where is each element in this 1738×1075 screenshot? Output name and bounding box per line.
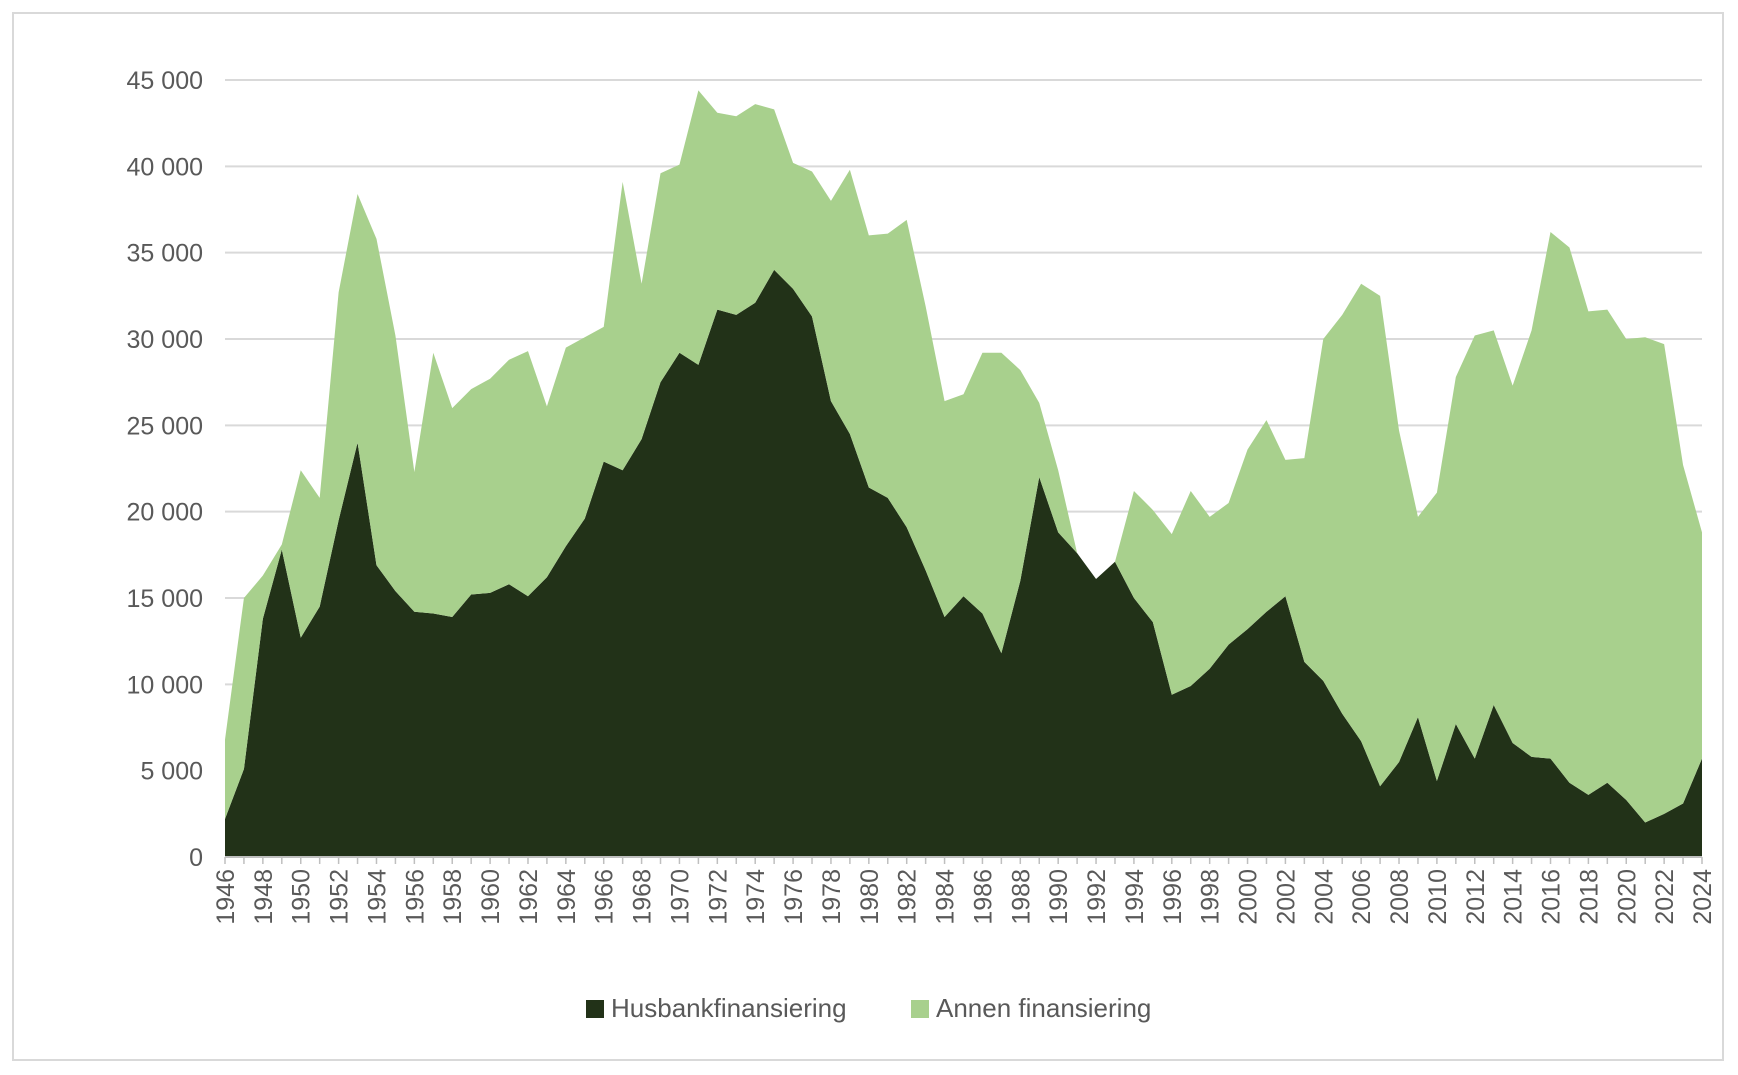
x-tick-label: 1950 <box>288 869 316 925</box>
x-tick-label: 1998 <box>1197 869 1225 925</box>
y-tick-label: 35 000 <box>127 240 203 268</box>
legend: Husbankfinansiering Annen finansiering <box>586 993 1151 1023</box>
y-tick-label: 25 000 <box>127 412 203 440</box>
x-tick-label: 1948 <box>250 869 278 925</box>
x-tick-label: 1962 <box>515 869 543 925</box>
area-husbankfinansiering <box>225 269 1702 857</box>
area-annen-finansiering <box>225 90 1702 823</box>
legend-swatch <box>586 1000 604 1018</box>
x-tick-label: 2012 <box>1462 869 1490 925</box>
x-tick-label: 1976 <box>780 869 808 925</box>
x-tick-label: 2008 <box>1386 869 1414 925</box>
x-tick-label: 2018 <box>1575 869 1603 925</box>
x-tick-label: 2004 <box>1310 869 1338 925</box>
y-tick-label: 0 <box>189 844 203 872</box>
y-tick-label: 5 000 <box>140 758 203 786</box>
x-tick-label: 1960 <box>477 869 505 925</box>
x-tick-label: 2020 <box>1613 869 1641 925</box>
x-tick-label: 1986 <box>969 869 997 925</box>
x-tick-label: 1980 <box>856 869 884 925</box>
x-tick-label: 1990 <box>1045 869 1073 925</box>
x-axis-ticks: 1946 1948 1950 1952 1954 1956 1958 1960 1962 1964… <box>212 857 1717 925</box>
legend-label: Husbankfinansiering <box>611 993 847 1023</box>
y-axis-ticks: 0 5 000 10 000 15 000 20 000 25 000 30 000 35 0… <box>127 67 203 872</box>
x-tick-label: 1966 <box>591 869 619 925</box>
x-tick-label: 1996 <box>1159 869 1187 925</box>
y-tick-label: 15 000 <box>127 585 203 613</box>
y-tick-label: 40 000 <box>127 153 203 181</box>
x-tick-label: 2022 <box>1651 869 1679 925</box>
x-tick-label: 1968 <box>629 869 657 925</box>
x-tick-label: 2000 <box>1235 869 1263 925</box>
x-tick-label: 1952 <box>326 869 354 925</box>
x-tick-label: 1992 <box>1083 869 1111 925</box>
x-tick-label: 1994 <box>1121 869 1149 925</box>
x-tick-label: 1978 <box>818 869 846 925</box>
x-tick-label: 2024 <box>1689 869 1717 925</box>
y-tick-label: 10 000 <box>127 671 203 699</box>
areas <box>225 90 1702 857</box>
x-tick-label: 1982 <box>894 869 922 925</box>
x-tick-label: 2010 <box>1424 869 1452 925</box>
x-tick-label: 2002 <box>1272 869 1300 925</box>
x-tick-label: 1984 <box>932 869 960 925</box>
x-tick-label: 1954 <box>363 869 391 925</box>
x-tick-label: 1970 <box>666 869 694 925</box>
legend-label: Annen finansiering <box>936 993 1151 1023</box>
x-tick-label: 1974 <box>742 869 770 925</box>
y-tick-label: 30 000 <box>127 326 203 354</box>
x-tick-label: 2016 <box>1538 869 1566 925</box>
x-tick-label: 1972 <box>704 869 732 925</box>
x-tick-label: 1964 <box>553 869 581 925</box>
x-tick-label: 1946 <box>212 869 240 925</box>
x-tick-label: 2014 <box>1500 869 1528 925</box>
legend-swatch <box>911 1000 929 1018</box>
x-tick-label: 1988 <box>1007 869 1035 925</box>
x-tick-label: 1958 <box>439 869 467 925</box>
x-tick-label: 2006 <box>1348 869 1376 925</box>
y-tick-label: 20 000 <box>127 499 203 527</box>
y-tick-label: 45 000 <box>127 67 203 95</box>
x-tick-label: 1956 <box>401 869 429 925</box>
